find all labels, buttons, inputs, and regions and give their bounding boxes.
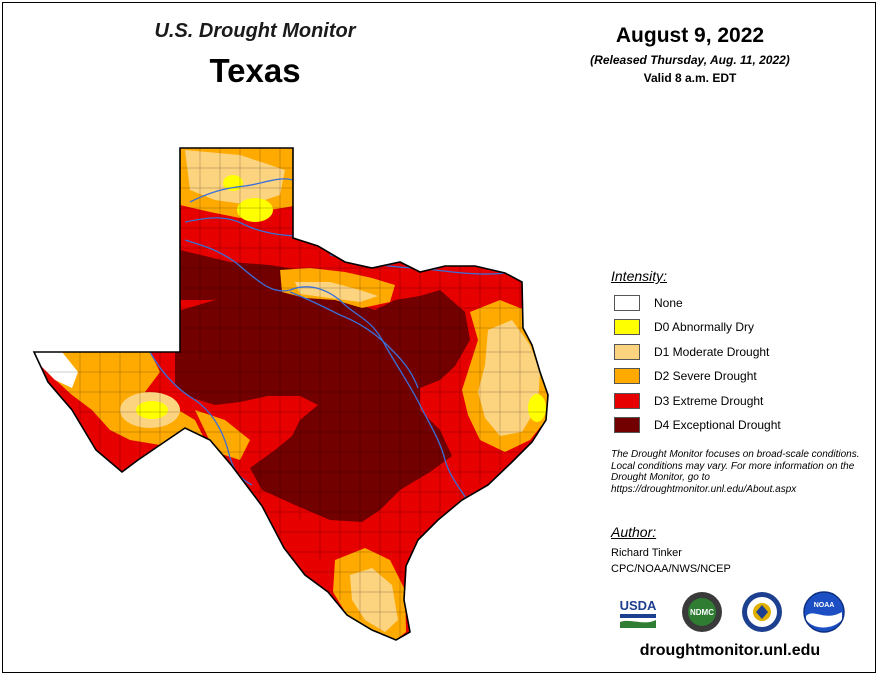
release-date: (Released Thursday, Aug. 11, 2022) [590,53,790,67]
ndmc-logo-icon: NDMC [682,592,722,632]
legend-label: D0 Abnormally Dry [654,320,755,334]
legend-swatch [614,344,640,360]
legend-label: None [654,296,683,310]
doc-seal-icon [742,592,782,632]
legend-title: Intensity: [611,268,668,284]
usda-logo-text: USDA [620,598,657,613]
disclaimer-note: The Drought Monitor focuses on broad-sca… [611,449,860,495]
legend-swatch [614,319,640,335]
legend-label: D3 Extreme Drought [654,394,764,408]
legend-item-none: None [614,294,683,312]
legend-label: D2 Severe Drought [654,369,757,383]
legend-label: D4 Exceptional Drought [654,418,781,432]
footer-url[interactable]: droughtmonitor.unl.edu [639,642,821,659]
texas-drought-map [32,147,549,641]
ndmc-logo-text: NDMC [690,608,714,617]
legend-swatch [614,295,640,311]
valid-time: Valid 8 a.m. EDT [643,71,737,85]
author-heading: Author: [611,524,657,540]
legend-swatch [614,368,640,384]
legend-item-d1: D1 Moderate Drought [614,343,769,361]
legend-label: D1 Moderate Drought [654,345,770,359]
legend-item-d3: D3 Extreme Drought [614,392,763,410]
usda-logo-icon: USDA [620,598,657,628]
legend-item-d0: D0 Abnormally Dry [614,318,754,336]
legend-item-d2: D2 Severe Drought [614,367,757,385]
legend-item-d4: D4 Exceptional Drought [614,416,781,434]
author-name: Richard Tinker [611,547,682,559]
noaa-logo-text: NOAA [814,602,835,609]
noaa-logo-icon: NOAA [803,591,845,633]
author-org: CPC/NOAA/NWS/NCEP [611,563,731,575]
state-title: Texas [209,52,301,89]
map-title: U.S. Drought Monitor [154,20,356,42]
map-date: August 9, 2022 [615,24,765,47]
legend-swatch [614,417,640,433]
legend-swatch [614,393,640,409]
